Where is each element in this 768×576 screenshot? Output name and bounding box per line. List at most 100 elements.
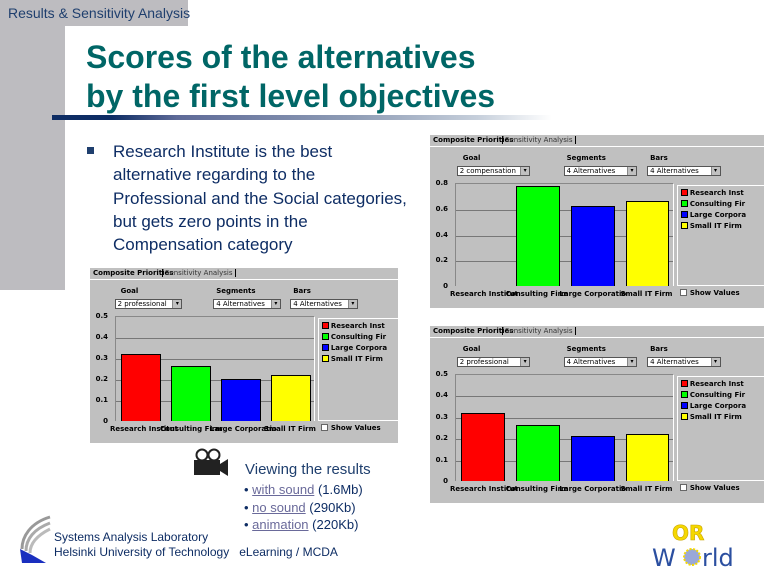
section-title: Results & Sensitivity Analysis (8, 5, 191, 21)
course-name: eLearning / MCDA (239, 545, 338, 559)
segments-dropdown-value: 4 Alternatives (566, 358, 616, 366)
tab-sensitivity-analysis[interactable]: Sensitivity Analysis (502, 136, 576, 144)
show-values-checkbox[interactable]: Show Values (320, 424, 381, 432)
legend-swatch (680, 391, 688, 398)
plot-area (115, 316, 315, 421)
y-tick-label: 0.8 (435, 179, 448, 187)
chevron-down-icon[interactable]: ▾ (520, 167, 530, 175)
x-tick-label: Small IT Firm (263, 425, 316, 433)
tab-sensitivity-analysis[interactable]: Sensitivity Analysis (502, 327, 576, 335)
bar-small-it-firm (625, 433, 670, 481)
title-line-1: Scores of the alternatives (86, 39, 476, 75)
title-rule (52, 115, 552, 120)
gridline (456, 417, 673, 419)
bar-research-institut (120, 353, 161, 421)
goal-dropdown[interactable]: 2 professional ▾ (456, 357, 531, 367)
with-sound-link[interactable]: with sound (252, 482, 315, 497)
bar-consulting-firm (516, 185, 560, 286)
x-tick-label: Large Corporatio (559, 290, 627, 298)
bars-dropdown-value: 4 Alternatives (650, 358, 699, 366)
chevron-down-icon[interactable]: ▾ (627, 167, 637, 175)
animation-link[interactable]: animation (252, 517, 309, 532)
legend-swatch (321, 333, 329, 340)
show-values-label: Show Values (689, 289, 740, 297)
show-values-checkbox[interactable]: Show Values (679, 484, 740, 492)
legend-item: Large Corpora (680, 211, 746, 219)
x-tick-label: Large Corporatio (559, 485, 627, 493)
tab-bar: Composite Priorities Sensitivity Analysis (430, 326, 764, 338)
bullet-text: Research Institute is the best alternati… (113, 142, 407, 255)
checkbox-icon[interactable] (679, 289, 687, 296)
bars-dropdown[interactable]: 4 Alternatives ▾ (290, 299, 358, 309)
media-item: • with sound (1.6Mb) (244, 482, 363, 497)
bars-dropdown[interactable]: 4 Alternatives ▾ (647, 357, 721, 367)
chevron-down-icon[interactable]: ▾ (347, 300, 357, 308)
svg-text:rld: rld (702, 544, 734, 570)
y-tick-label: 0.3 (435, 412, 448, 421)
checkbox-icon[interactable] (320, 424, 328, 431)
y-tick-label: 0.1 (95, 396, 108, 404)
legend-item: Small IT Firm (680, 222, 742, 230)
bars-label: Bars (650, 345, 668, 353)
video-camera-icon[interactable] (192, 448, 232, 478)
gridline (456, 261, 673, 263)
checkbox-icon[interactable] (679, 484, 687, 491)
segments-dropdown[interactable]: 4 Alternatives ▾ (213, 299, 281, 309)
y-tick-label: 0 (103, 417, 108, 425)
y-tick-label: 0.2 (95, 375, 108, 383)
legend-label: Consulting Fir (330, 333, 387, 341)
bars-dropdown[interactable]: 4 Alternatives ▾ (647, 166, 721, 176)
bars-dropdown-value: 4 Alternatives (293, 300, 342, 308)
legend-swatch (680, 189, 688, 196)
segments-dropdown[interactable]: 4 Alternatives ▾ (563, 166, 638, 176)
segments-dropdown[interactable]: 4 Alternatives ▾ (563, 357, 638, 367)
gridline (456, 209, 673, 211)
chevron-down-icon[interactable]: ▾ (172, 300, 182, 308)
legend-item: Research Inst (680, 380, 744, 388)
legend-label: Small IT Firm (330, 355, 383, 363)
goal-dropdown[interactable]: 2 professional ▾ (114, 299, 183, 309)
goal-dropdown-value: 2 professional (117, 300, 167, 308)
show-values-checkbox[interactable]: Show Values (679, 289, 740, 297)
chevron-down-icon[interactable]: ▾ (710, 167, 720, 175)
university-name: Helsinki University of Technology (54, 545, 230, 559)
slide-title: Scores of the alternatives by the first … (86, 38, 495, 116)
gridline (456, 460, 673, 462)
gridline (456, 235, 673, 237)
goal-label: Goal (462, 345, 481, 353)
y-tick-label: 0.5 (435, 370, 448, 378)
legend-item: Consulting Fir (680, 391, 745, 399)
or-world-logo: OR W rld (652, 521, 734, 570)
chevron-down-icon[interactable]: ▾ (520, 358, 530, 366)
x-tick-label: Research Institut (450, 485, 518, 493)
segments-label: Segments (566, 154, 606, 162)
side-band (0, 0, 65, 290)
svg-text:W: W (652, 544, 676, 570)
y-tick-label: 0.4 (95, 333, 108, 341)
chart-panel-left: Composite Priorities Sensitivity Analysis… (90, 268, 398, 443)
tab-composite-priorities[interactable]: Composite Priorities (93, 269, 174, 277)
goal-label: Goal (462, 154, 481, 162)
chevron-down-icon[interactable]: ▾ (710, 358, 720, 366)
y-tick-label: 0 (443, 477, 448, 485)
goal-dropdown[interactable]: 2 compensation ▾ (456, 166, 531, 176)
segments-label: Segments (216, 287, 256, 295)
legend-item: Consulting Fir (321, 333, 387, 341)
bars-label: Bars (293, 287, 311, 295)
legend-label: Research Inst (689, 189, 744, 197)
chevron-down-icon[interactable]: ▾ (270, 300, 280, 308)
legend-item: Small IT Firm (321, 355, 383, 363)
chevron-down-icon[interactable]: ▾ (627, 358, 637, 366)
legend-label: Consulting Fir (689, 200, 746, 208)
tab-composite-priorities[interactable]: Composite Priorities (433, 136, 514, 144)
legend-item: Research Inst (680, 189, 744, 197)
gridline (116, 359, 314, 360)
tab-composite-priorities[interactable]: Composite Priorities (433, 327, 514, 335)
no-sound-link[interactable]: no sound (252, 499, 306, 515)
title-line-2: by the first level objectives (86, 78, 496, 114)
file-size: (290Kb) (309, 499, 356, 515)
tab-sensitivity-analysis[interactable]: Sensitivity Analysis (162, 269, 236, 277)
bar-research-institut (461, 412, 506, 481)
y-tick-label: 0.4 (435, 230, 448, 239)
goal-dropdown-value: 2 compensation (459, 167, 516, 175)
